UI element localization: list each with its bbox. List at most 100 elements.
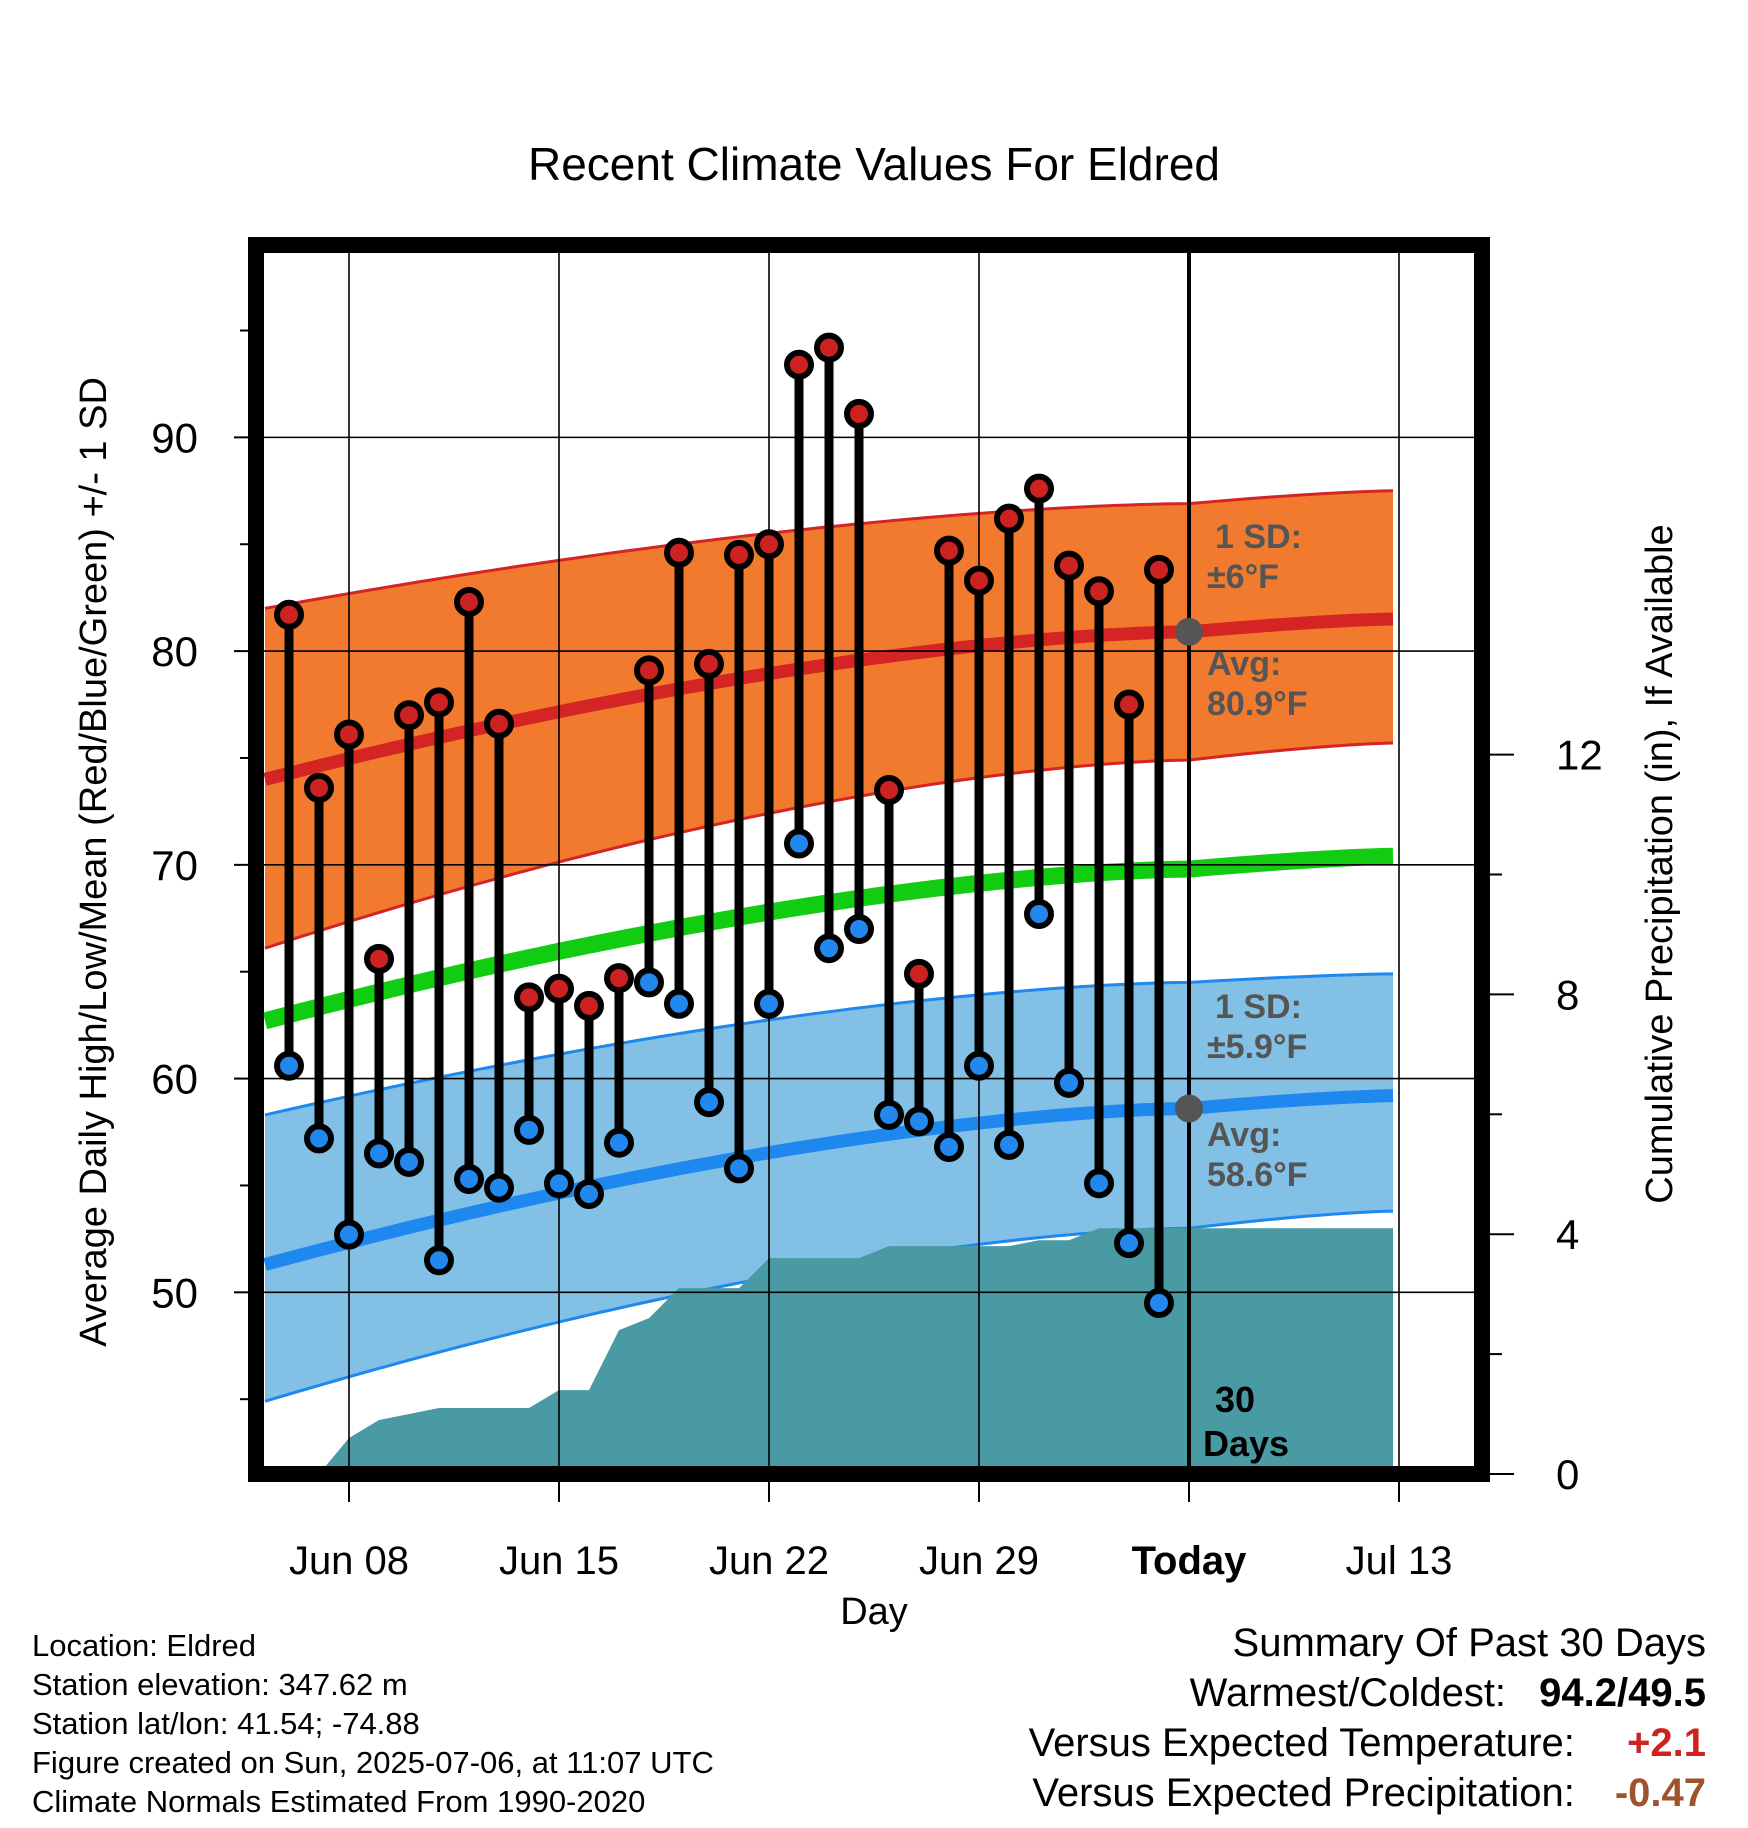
daily-high-point — [544, 973, 574, 1004]
daily-low-point — [394, 1146, 424, 1177]
x-tick-label: Jun 15 — [499, 1539, 619, 1583]
daily-high-point — [634, 655, 664, 686]
summary-panel: Summary Of Past 30 Days Warmest/Coldest:… — [1029, 1618, 1706, 1818]
location-text: Location: Eldred — [32, 1628, 257, 1663]
daily-high-point — [664, 537, 694, 568]
daily-low-point — [364, 1138, 394, 1169]
daily-low-point — [694, 1087, 724, 1118]
daily-low-point — [544, 1168, 574, 1199]
daily-low-point — [844, 913, 874, 944]
daily-low-point — [334, 1219, 364, 1250]
daily-high-point — [484, 708, 514, 739]
daily-low-point — [664, 988, 694, 1019]
y2-tick-label: 0 — [1556, 1451, 1579, 1498]
summary-title: Summary Of Past 30 Days — [1232, 1621, 1706, 1665]
station-info: Location: Eldred Station elevation: 347.… — [32, 1626, 714, 1821]
x-tick-label: Jun 29 — [919, 1539, 1039, 1583]
daily-high-point — [784, 349, 814, 380]
y-tick-label: 80 — [151, 628, 198, 675]
low-avg-annotation: Avg: 58.6°F — [1207, 1116, 1308, 1194]
axes: 50 60 70 80 90 0 4 8 12 Jun 08 Jun 15 Jun 22 Jun 29 T… — [151, 237, 1603, 1583]
daily-low-point — [934, 1131, 964, 1162]
daily-low-point — [754, 988, 784, 1019]
daily-high-point — [1144, 554, 1174, 585]
daily-low-point — [454, 1164, 484, 1195]
daily-high-point — [904, 958, 934, 989]
daily-high-point — [274, 599, 304, 630]
daily-low-point — [784, 828, 814, 859]
daily-high-point — [604, 963, 634, 994]
daily-low-point — [904, 1106, 934, 1137]
plot-clip-group: 1 SD: ±6°F Avg: 80.9°F 1 SD: ±5.9°F Avg: 58.6°F… — [256, 245, 1482, 1474]
precip-departure-label: Versus Expected Precipitation: — [1032, 1771, 1575, 1815]
daily-high-point — [934, 535, 964, 566]
daily-high-point — [364, 943, 394, 974]
daily-high-point — [844, 398, 874, 429]
daily-low-point — [424, 1245, 454, 1276]
daily-low-point — [1024, 899, 1054, 930]
daily-low-point — [304, 1123, 334, 1154]
window-label: 30 Days — [1203, 1379, 1289, 1464]
daily-high-point — [454, 586, 484, 617]
low-sd-annotation: 1 SD: ±5.9°F — [1207, 988, 1307, 1066]
daily-low-point — [994, 1129, 1024, 1160]
y-tick-label: 60 — [151, 1056, 198, 1103]
x-tick-label: Jun 08 — [289, 1539, 409, 1583]
daily-low-point — [634, 967, 664, 998]
daily-high-point — [1054, 550, 1084, 581]
today-high-avg-marker — [1175, 617, 1203, 646]
created-text: Figure created on Sun, 2025-07-06, at 11… — [32, 1745, 714, 1780]
precip-area — [289, 1228, 1393, 1474]
precip-departure-value: -0.47 — [1614, 1771, 1706, 1815]
warmest-coldest-label: Warmest/Coldest: — [1189, 1671, 1507, 1715]
daily-low-point — [514, 1114, 544, 1145]
chart-title: Recent Climate Values For Eldred — [528, 138, 1220, 190]
daily-low-point — [574, 1179, 604, 1210]
daily-high-point — [514, 982, 544, 1013]
daily-high-point — [814, 332, 844, 363]
precip-departure-row: Versus Expected Precipitation: -0.47 — [1029, 1768, 1706, 1818]
daily-low-point — [1084, 1168, 1114, 1199]
high-avg-annotation: Avg: 80.9°F — [1207, 645, 1308, 723]
daily-high-point — [1084, 576, 1114, 607]
daily-high-point — [694, 648, 724, 679]
temp-departure-value: +2.1 — [1627, 1721, 1706, 1765]
daily-low-point — [874, 1099, 904, 1130]
y2-tick-label: 12 — [1556, 732, 1603, 779]
daily-high-point — [304, 772, 334, 803]
y2-axis-label: Cumulative Precipitation (in), If Availa… — [1639, 524, 1681, 1203]
daily-low-point — [1054, 1067, 1084, 1098]
normal-low-line — [263, 1089, 1394, 1271]
latlon-text: Station lat/lon: 41.54; -74.88 — [32, 1706, 420, 1741]
y2-tick-label: 4 — [1556, 1211, 1579, 1258]
y-tick-label: 50 — [151, 1269, 198, 1316]
today-low-avg-marker — [1175, 1094, 1203, 1123]
elevation-text: Station elevation: 347.62 m — [32, 1667, 408, 1702]
daily-high-point — [754, 529, 784, 560]
daily-high-point — [394, 700, 424, 731]
normals-text: Climate Normals Estimated From 1990-2020 — [32, 1784, 646, 1819]
daily-high-point — [574, 990, 604, 1021]
daily-low-point — [1114, 1228, 1144, 1259]
low-sd-band — [265, 973, 1393, 1402]
y2-tick-label: 8 — [1556, 971, 1579, 1018]
plot-frame — [248, 237, 1490, 1482]
daily-low-point — [274, 1050, 304, 1081]
plot-area: 1 SD: ±6°F Avg: 80.9°F 1 SD: ±5.9°F Avg: 58.6°F… — [256, 245, 1482, 1474]
daily-high-point — [874, 775, 904, 806]
daily-low-point — [814, 933, 844, 964]
daily-high-point — [964, 565, 994, 596]
y-axis-label: Average Daily High/Low/Mean (Red/Blue/Gr… — [73, 377, 115, 1347]
warmest-coldest-value: 94.2/49.5 — [1539, 1671, 1706, 1715]
y-tick-label: 90 — [151, 414, 198, 461]
high-sd-annotation: 1 SD: ±6°F — [1207, 518, 1302, 596]
x-axis-label: Day — [840, 1591, 908, 1633]
daily-high-point — [1114, 689, 1144, 720]
daily-high-point — [424, 687, 454, 718]
daily-low-point — [604, 1127, 634, 1158]
x-tick-label: Today — [1132, 1539, 1248, 1583]
daily-low-point — [724, 1153, 754, 1184]
low-upper-line — [264, 972, 1394, 1117]
y-tick-label: 70 — [151, 842, 198, 889]
